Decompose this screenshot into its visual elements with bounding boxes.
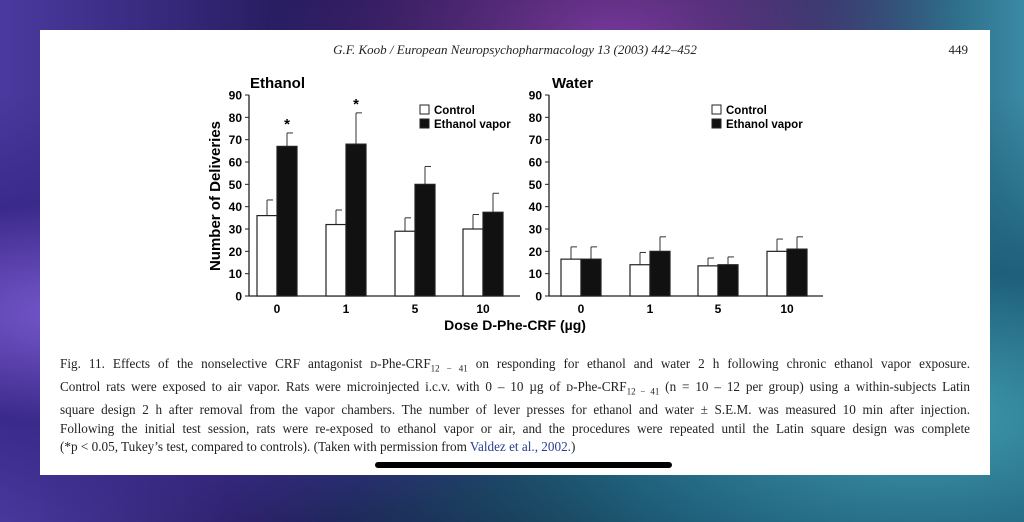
- caption-text: (*p < 0.05, Tukey’s test, compared to co…: [60, 439, 470, 455]
- legend-swatch: [419, 104, 430, 115]
- legend-label: Ethanol vapor: [434, 119, 511, 131]
- y-tick-label: 70: [229, 133, 243, 147]
- bar-control: [462, 228, 484, 297]
- significance-marker: *: [353, 96, 359, 113]
- bar-ethanol-vapor: [414, 183, 436, 297]
- figure-caption: Fig. 11. Effects of the nonselective CRF…: [60, 355, 970, 457]
- x-tick-label: 10: [780, 302, 794, 316]
- bar-control: [629, 264, 651, 297]
- y-tick-label: 60: [529, 156, 543, 170]
- caption-subscript: 12 − 41: [626, 386, 660, 397]
- bar-control: [325, 223, 347, 297]
- caption-text: on responding for ethanol and water 2 h …: [467, 356, 970, 371]
- significance-marker: *: [284, 116, 290, 133]
- x-tick-label: 5: [715, 302, 722, 316]
- caption-text: (n = 10 – 12 per group) using a within-s…: [659, 379, 970, 395]
- x-axis-label: Dose D-Phe-CRF (µg): [444, 317, 586, 333]
- x-tick-label: 5: [412, 302, 419, 316]
- chart-title: Ethanol: [250, 75, 305, 92]
- y-tick-label: 90: [529, 89, 543, 103]
- x-tick-label: 1: [647, 302, 654, 316]
- x-tick-label: 0: [274, 302, 281, 316]
- caption-subscript: 12 − 41: [430, 363, 468, 374]
- bar-control: [697, 265, 719, 297]
- y-tick-label: 0: [235, 290, 242, 304]
- paper-page: G.F. Koob / European Neuropsychopharmaco…: [40, 30, 990, 475]
- y-tick-label: 80: [229, 111, 243, 125]
- bar-ethanol-vapor: [786, 248, 808, 297]
- caption-text: Control rats were exposed to air vapor. …: [60, 379, 627, 395]
- y-tick-label: 30: [229, 223, 243, 237]
- y-tick-label: 40: [529, 200, 543, 214]
- y-tick-label: 10: [529, 267, 543, 281]
- y-tick-label: 50: [229, 178, 243, 192]
- bar-ethanol-vapor: [649, 250, 671, 297]
- legend-label: Ethanol vapor: [726, 119, 803, 131]
- y-tick-label: 20: [229, 245, 243, 259]
- bar-control: [256, 215, 278, 297]
- y-tick-label: 50: [529, 178, 543, 192]
- bar-ethanol-vapor: [482, 211, 504, 297]
- bar-ethanol-vapor: [717, 264, 739, 297]
- x-tick-label: 10: [476, 302, 490, 316]
- y-tick-label: 80: [529, 111, 543, 125]
- citation-link[interactable]: Valdez et al., 2002.: [469, 439, 571, 455]
- y-tick-label: 90: [229, 89, 243, 103]
- legend-label: Control: [726, 105, 767, 117]
- y-tick-label: 60: [229, 156, 243, 170]
- legend-label: Control: [434, 105, 475, 117]
- bar-control: [766, 250, 788, 297]
- bar-control: [394, 230, 416, 297]
- bar-control: [560, 258, 582, 297]
- x-tick-label: 1: [343, 302, 350, 316]
- y-tick-label: 30: [529, 223, 543, 237]
- x-tick-label: 0: [578, 302, 585, 316]
- bar-ethanol-vapor: [580, 258, 602, 297]
- caption-line: square design 2 h after removal from the…: [60, 402, 970, 418]
- y-tick-label: 40: [229, 200, 243, 214]
- caption-text: ): [570, 439, 576, 455]
- home-indicator[interactable]: [375, 462, 672, 468]
- caption-line: Following the initial test session, rats…: [60, 420, 970, 436]
- y-tick-label: 10: [229, 267, 243, 281]
- legend-swatch: [711, 118, 722, 129]
- page-number: 449: [948, 42, 969, 57]
- y-tick-label: 0: [535, 290, 542, 304]
- legend-swatch: [419, 118, 430, 129]
- y-tick-label: 70: [529, 133, 543, 147]
- legend-swatch: [711, 104, 722, 115]
- chart-title: Water: [552, 75, 593, 92]
- bar-ethanol-vapor: [345, 143, 367, 297]
- caption-text: Fig. 11. Effects of the nonselective CRF…: [60, 356, 431, 371]
- y-tick-label: 20: [529, 245, 543, 259]
- running-title: G.F. Koob / European Neuropsychopharmaco…: [333, 42, 697, 57]
- y-axis-label: Number of Deliveries: [207, 121, 224, 271]
- bar-ethanol-vapor: [276, 145, 298, 297]
